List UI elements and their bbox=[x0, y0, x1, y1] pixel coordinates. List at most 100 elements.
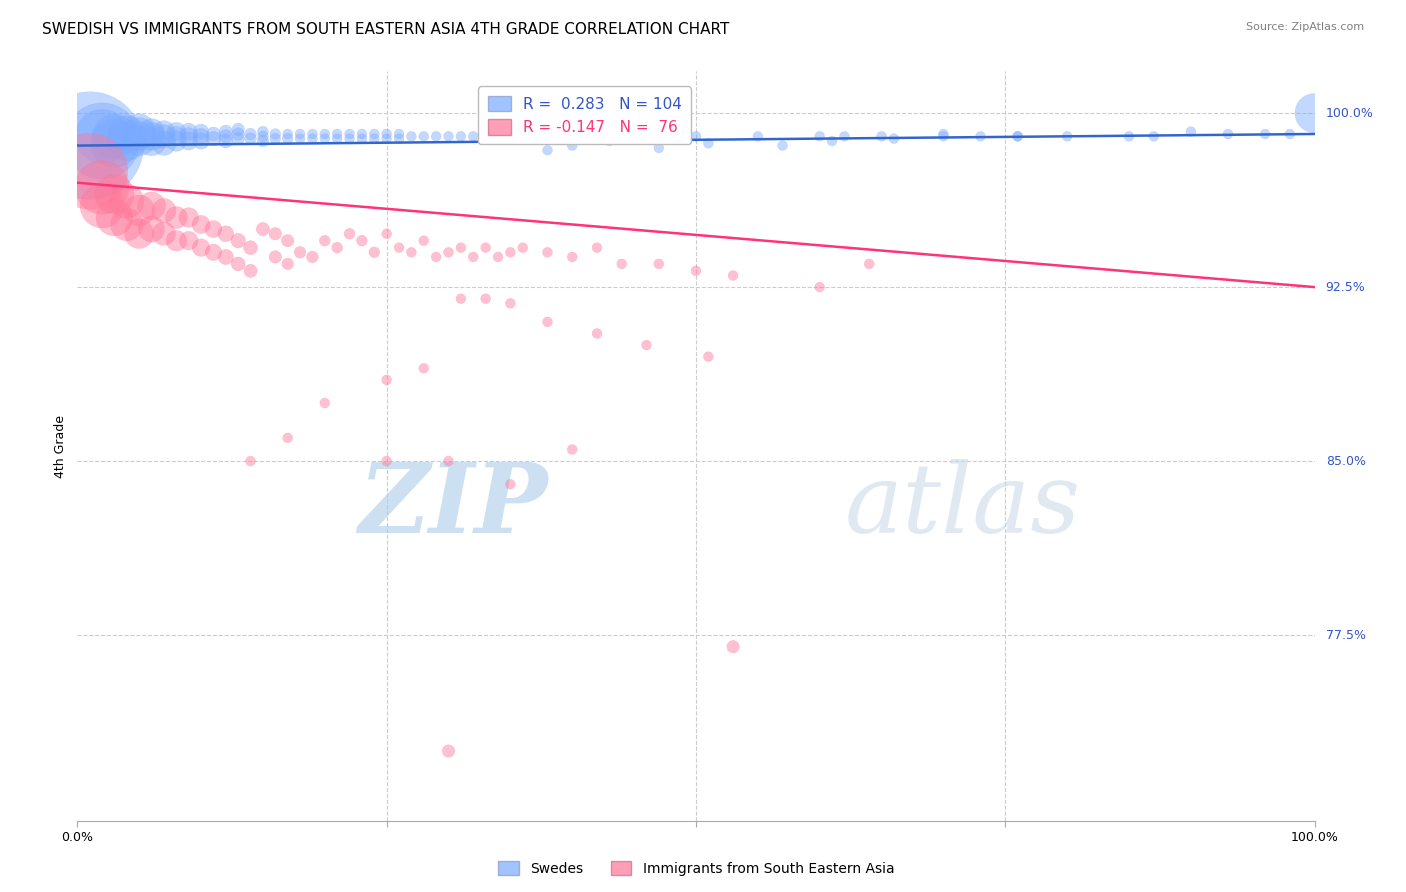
Text: 85.0%: 85.0% bbox=[1326, 455, 1365, 467]
Point bbox=[401, 129, 423, 144]
Point bbox=[103, 136, 125, 151]
Point bbox=[153, 136, 176, 151]
Point bbox=[103, 187, 125, 202]
Point bbox=[326, 241, 349, 255]
Point bbox=[636, 129, 658, 144]
Point bbox=[834, 129, 856, 144]
Point bbox=[165, 134, 187, 148]
Point bbox=[1278, 127, 1301, 141]
Text: Source: ZipAtlas.com: Source: ZipAtlas.com bbox=[1246, 22, 1364, 32]
Point bbox=[536, 129, 558, 144]
Point bbox=[103, 211, 125, 225]
Point bbox=[239, 241, 262, 255]
Text: atlas: atlas bbox=[845, 459, 1081, 553]
Point bbox=[190, 241, 212, 255]
Point bbox=[153, 129, 176, 144]
Point bbox=[1303, 106, 1326, 120]
Text: 77.5%: 77.5% bbox=[1326, 629, 1365, 641]
Point bbox=[932, 129, 955, 144]
Point bbox=[202, 127, 225, 141]
Point bbox=[79, 138, 101, 153]
Text: SWEDISH VS IMMIGRANTS FROM SOUTH EASTERN ASIA 4TH GRADE CORRELATION CHART: SWEDISH VS IMMIGRANTS FROM SOUTH EASTERN… bbox=[42, 22, 730, 37]
Point bbox=[412, 234, 434, 248]
Point bbox=[277, 431, 299, 445]
Point bbox=[375, 227, 398, 241]
Point bbox=[388, 127, 411, 141]
Point bbox=[288, 245, 311, 260]
Point bbox=[141, 129, 163, 144]
Point bbox=[339, 127, 361, 141]
Point bbox=[264, 250, 287, 264]
Point bbox=[339, 227, 361, 241]
Text: 100.0%: 100.0% bbox=[1326, 107, 1374, 120]
Point bbox=[721, 268, 744, 283]
Point bbox=[388, 131, 411, 145]
Point bbox=[821, 134, 844, 148]
Point bbox=[190, 134, 212, 148]
Point bbox=[499, 245, 522, 260]
Point bbox=[314, 127, 336, 141]
Point bbox=[388, 241, 411, 255]
Point bbox=[202, 245, 225, 260]
Point bbox=[412, 361, 434, 376]
Point bbox=[474, 292, 496, 306]
Point bbox=[870, 129, 893, 144]
Point bbox=[437, 454, 460, 468]
Point bbox=[772, 138, 794, 153]
Point bbox=[91, 180, 114, 194]
Point bbox=[499, 477, 522, 491]
Point bbox=[463, 129, 485, 144]
Point bbox=[598, 134, 620, 148]
Point bbox=[177, 234, 200, 248]
Point bbox=[277, 257, 299, 271]
Point bbox=[252, 134, 274, 148]
Point bbox=[215, 134, 238, 148]
Point bbox=[450, 129, 472, 144]
Point bbox=[586, 326, 609, 341]
Point bbox=[648, 257, 671, 271]
Point bbox=[301, 250, 323, 264]
Point bbox=[363, 245, 385, 260]
Point bbox=[252, 222, 274, 236]
Point bbox=[314, 131, 336, 145]
Point bbox=[474, 241, 496, 255]
Point bbox=[128, 122, 150, 136]
Point bbox=[536, 245, 558, 260]
Point bbox=[350, 127, 373, 141]
Point bbox=[264, 127, 287, 141]
Point bbox=[252, 129, 274, 144]
Point bbox=[277, 131, 299, 145]
Point bbox=[610, 257, 633, 271]
Point bbox=[512, 129, 534, 144]
Point bbox=[648, 141, 671, 155]
Point bbox=[314, 396, 336, 410]
Point bbox=[301, 131, 323, 145]
Point bbox=[79, 164, 101, 178]
Point bbox=[636, 338, 658, 352]
Point bbox=[499, 129, 522, 144]
Point bbox=[165, 129, 187, 144]
Point bbox=[1216, 127, 1239, 141]
Point bbox=[226, 127, 249, 141]
Legend: Swedes, Immigrants from South Eastern Asia: Swedes, Immigrants from South Eastern As… bbox=[492, 855, 900, 881]
Point bbox=[301, 127, 323, 141]
Point bbox=[437, 129, 460, 144]
Point bbox=[226, 131, 249, 145]
Point bbox=[1056, 129, 1078, 144]
Point bbox=[202, 131, 225, 145]
Point bbox=[252, 125, 274, 139]
Point bbox=[264, 131, 287, 145]
Point bbox=[685, 264, 707, 278]
Point bbox=[115, 127, 138, 141]
Point bbox=[536, 143, 558, 157]
Point bbox=[375, 131, 398, 145]
Point bbox=[586, 129, 609, 144]
Point bbox=[883, 131, 905, 145]
Point bbox=[425, 129, 447, 144]
Point bbox=[1254, 127, 1277, 141]
Point bbox=[450, 241, 472, 255]
Point bbox=[190, 218, 212, 232]
Point bbox=[858, 257, 880, 271]
Point bbox=[141, 125, 163, 139]
Point bbox=[561, 138, 583, 153]
